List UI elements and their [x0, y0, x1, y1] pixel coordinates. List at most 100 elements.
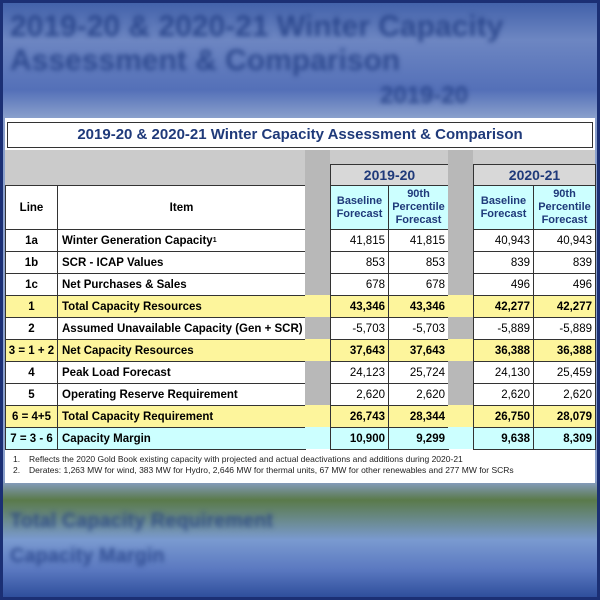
item-label: Net Purchases & Sales [62, 278, 187, 291]
value-2020-90th: 42,277 [533, 295, 596, 318]
blurred-row: Total Capacity Requirement [10, 510, 274, 532]
footnotes: 1. Reflects the 2020 Gold Book existing c… [13, 454, 589, 476]
value-2020-90th: 25,459 [533, 361, 596, 384]
line-cell: 5 [5, 383, 58, 406]
header-band [330, 150, 448, 164]
col-header-baseline: Baseline Forecast [330, 185, 389, 230]
line-cell: 1 [5, 295, 58, 318]
item-label: Operating Reserve Requirement [62, 388, 238, 401]
item-cell: Total Capacity Requirement [57, 405, 306, 428]
item-cell: SCR - ICAP Values [57, 251, 306, 274]
column-gap [305, 405, 330, 427]
value-2020-90th: 2,620 [533, 383, 596, 406]
column-gap [305, 295, 330, 317]
value-2019-baseline: 37,643 [330, 339, 389, 362]
value-2020-baseline: 42,277 [473, 295, 534, 318]
column-gap [305, 251, 330, 273]
col-header-90th: 90th Percentile Forecast [533, 185, 596, 230]
value-2020-90th: 36,388 [533, 339, 596, 362]
item-cell: Winter Generation Capacity 1 [57, 229, 306, 252]
column-gap [448, 185, 473, 229]
item-label: Total Capacity Requirement [62, 410, 214, 423]
footnote: 1. Reflects the 2020 Gold Book existing c… [13, 454, 589, 465]
footnote-number: 1. [13, 454, 21, 464]
value-2019-90th: 41,815 [388, 229, 449, 252]
value-2020-baseline: 9,638 [473, 427, 534, 450]
year-header-2020-21: 2020-21 [473, 164, 596, 186]
item-label: Winter Generation Capacity [62, 234, 213, 247]
column-gap [448, 361, 473, 383]
column-gap [305, 427, 330, 449]
line-cell: 1a [5, 229, 58, 252]
column-gap [305, 150, 330, 164]
column-gap [305, 361, 330, 383]
capacity-table-card: 2019-20 & 2020-21 Winter Capacity Assess… [5, 118, 596, 483]
value-2019-90th: 678 [388, 273, 449, 296]
column-gap [448, 405, 473, 427]
item-label: Total Capacity Resources [62, 300, 202, 313]
value-2019-90th: 25,724 [388, 361, 449, 384]
value-2020-baseline: 839 [473, 251, 534, 274]
footnote-text: Derates: 1,263 MW for wind, 383 MW for H… [29, 465, 514, 475]
value-2019-90th: 28,344 [388, 405, 449, 428]
column-gap [305, 383, 330, 405]
item-cell: Peak Load Forecast [57, 361, 306, 384]
value-2020-90th: 496 [533, 273, 596, 296]
column-gap [448, 251, 473, 273]
column-gap [448, 273, 473, 295]
value-2020-baseline: 26,750 [473, 405, 534, 428]
header-band [5, 164, 305, 185]
column-gap [448, 150, 473, 164]
item-cell: Total Capacity Resources [57, 295, 306, 318]
value-2019-90th: 43,346 [388, 295, 449, 318]
footnote-number: 2. [13, 465, 21, 475]
item-label: Peak Load Forecast [62, 366, 171, 379]
value-2019-baseline: 10,900 [330, 427, 389, 450]
col-header-line: Line [5, 185, 58, 230]
header-band [5, 150, 305, 164]
value-2020-baseline: 2,620 [473, 383, 534, 406]
col-header-baseline: Baseline Forecast [473, 185, 534, 230]
line-cell: 1c [5, 273, 58, 296]
item-cell: Net Capacity Resources [57, 339, 306, 362]
column-gap [448, 339, 473, 361]
line-cell: 6 = 4+5 [5, 405, 58, 428]
value-2019-baseline: 678 [330, 273, 389, 296]
column-gap [448, 295, 473, 317]
line-cell: 7 = 3 - 6 [5, 427, 58, 450]
value-2019-baseline: 26,743 [330, 405, 389, 428]
value-2019-baseline: 853 [330, 251, 389, 274]
value-2019-baseline: 43,346 [330, 295, 389, 318]
column-gap [448, 229, 473, 251]
value-2020-baseline: 24,130 [473, 361, 534, 384]
column-gap [305, 339, 330, 361]
blurred-year: 2019-20 [380, 82, 469, 109]
column-gap [305, 317, 330, 339]
item-label: Assumed Unavailable Capacity (Gen + SCR) [62, 322, 303, 335]
item-label: SCR - ICAP Values [62, 256, 164, 269]
capacity-table: 2019-20 2020-21 Line Item Baseline Forec… [5, 150, 596, 450]
column-gap [448, 427, 473, 449]
item-label: Net Capacity Resources [62, 344, 194, 357]
footnote-text: Reflects the 2020 Gold Book existing cap… [29, 454, 463, 464]
value-2019-90th: -5,703 [388, 317, 449, 340]
item-cell: Operating Reserve Requirement [57, 383, 306, 406]
value-2019-90th: 853 [388, 251, 449, 274]
line-cell: 3 = 1 + 2 [5, 339, 58, 362]
value-2019-baseline: 24,123 [330, 361, 389, 384]
column-gap [448, 317, 473, 339]
value-2019-baseline: -5,703 [330, 317, 389, 340]
header-band [473, 150, 595, 164]
value-2020-90th: -5,889 [533, 317, 596, 340]
value-2020-90th: 839 [533, 251, 596, 274]
column-gap [305, 164, 330, 185]
col-header-item: Item [57, 185, 306, 230]
value-2019-90th: 9,299 [388, 427, 449, 450]
footnote-ref: 1 [212, 237, 217, 244]
column-gap [448, 383, 473, 405]
value-2019-baseline: 2,620 [330, 383, 389, 406]
item-cell: Capacity Margin [57, 427, 306, 450]
value-2019-90th: 2,620 [388, 383, 449, 406]
value-2020-90th: 8,309 [533, 427, 596, 450]
